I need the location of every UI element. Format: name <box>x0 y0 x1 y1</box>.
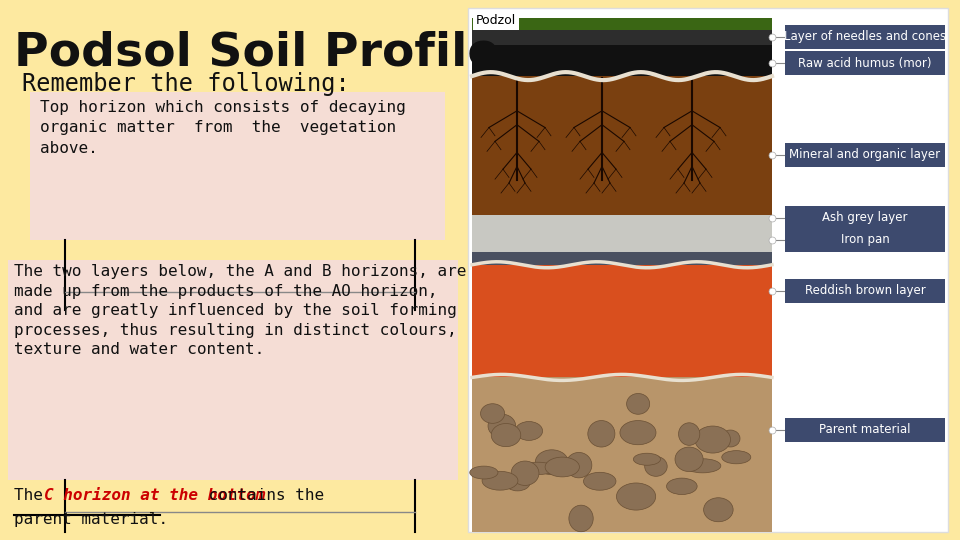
Ellipse shape <box>722 451 751 464</box>
Ellipse shape <box>482 471 518 490</box>
Ellipse shape <box>536 450 568 475</box>
Text: parent material.: parent material. <box>14 512 168 527</box>
Bar <box>472 76 772 215</box>
Text: Podsol Soil Profile: Podsol Soil Profile <box>14 30 499 75</box>
Text: Ash grey layer: Ash grey layer <box>823 211 908 224</box>
Bar <box>472 377 772 532</box>
Bar <box>468 8 948 532</box>
Text: Layer of needles and cones: Layer of needles and cones <box>784 30 946 43</box>
Text: Reddish brown layer: Reddish brown layer <box>804 285 925 298</box>
Ellipse shape <box>675 447 703 471</box>
Ellipse shape <box>505 474 530 491</box>
Ellipse shape <box>721 430 740 447</box>
Ellipse shape <box>704 498 733 522</box>
Ellipse shape <box>469 466 498 479</box>
Ellipse shape <box>545 457 580 477</box>
Ellipse shape <box>627 394 650 414</box>
Text: The: The <box>14 488 53 503</box>
Text: Remember the following:: Remember the following: <box>22 72 349 96</box>
Text: Podzol: Podzol <box>476 14 516 27</box>
Text: Parent material: Parent material <box>819 423 911 436</box>
Ellipse shape <box>684 459 721 473</box>
Bar <box>30 92 445 240</box>
FancyBboxPatch shape <box>785 418 945 442</box>
Text: Raw acid humus (mor): Raw acid humus (mor) <box>799 57 932 70</box>
Ellipse shape <box>695 426 731 453</box>
Ellipse shape <box>588 421 615 447</box>
Ellipse shape <box>488 414 516 438</box>
Ellipse shape <box>516 422 542 441</box>
Bar <box>472 215 772 252</box>
Ellipse shape <box>492 423 520 447</box>
Ellipse shape <box>679 423 700 445</box>
Text: contains the: contains the <box>199 488 324 503</box>
Ellipse shape <box>511 461 539 485</box>
FancyBboxPatch shape <box>785 279 945 303</box>
Ellipse shape <box>666 478 697 495</box>
Ellipse shape <box>565 453 592 478</box>
Ellipse shape <box>620 421 656 445</box>
Ellipse shape <box>616 483 656 510</box>
Ellipse shape <box>645 456 667 476</box>
Text: C horizon at the bottom: C horizon at the bottom <box>44 488 265 503</box>
Ellipse shape <box>634 453 660 465</box>
Ellipse shape <box>569 505 593 532</box>
Bar <box>472 18 772 30</box>
Ellipse shape <box>584 472 616 490</box>
FancyBboxPatch shape <box>785 227 945 252</box>
FancyBboxPatch shape <box>785 143 945 167</box>
Bar <box>472 45 772 76</box>
FancyBboxPatch shape <box>785 206 945 230</box>
Text: Mineral and organic layer: Mineral and organic layer <box>789 148 941 161</box>
Text: The two layers below, the A and B horizons, are
made up from the products of the: The two layers below, the A and B horizo… <box>14 264 467 357</box>
Bar <box>472 252 772 265</box>
Ellipse shape <box>518 462 557 475</box>
FancyBboxPatch shape <box>785 25 945 49</box>
Ellipse shape <box>481 404 505 423</box>
Text: Iron pan: Iron pan <box>841 233 889 246</box>
Bar <box>472 29 772 45</box>
Bar <box>8 260 458 480</box>
FancyBboxPatch shape <box>785 51 945 75</box>
Bar <box>472 265 772 377</box>
Text: Top horizon which consists of decaying
organic matter  from  the  vegetation
abo: Top horizon which consists of decaying o… <box>40 100 406 156</box>
